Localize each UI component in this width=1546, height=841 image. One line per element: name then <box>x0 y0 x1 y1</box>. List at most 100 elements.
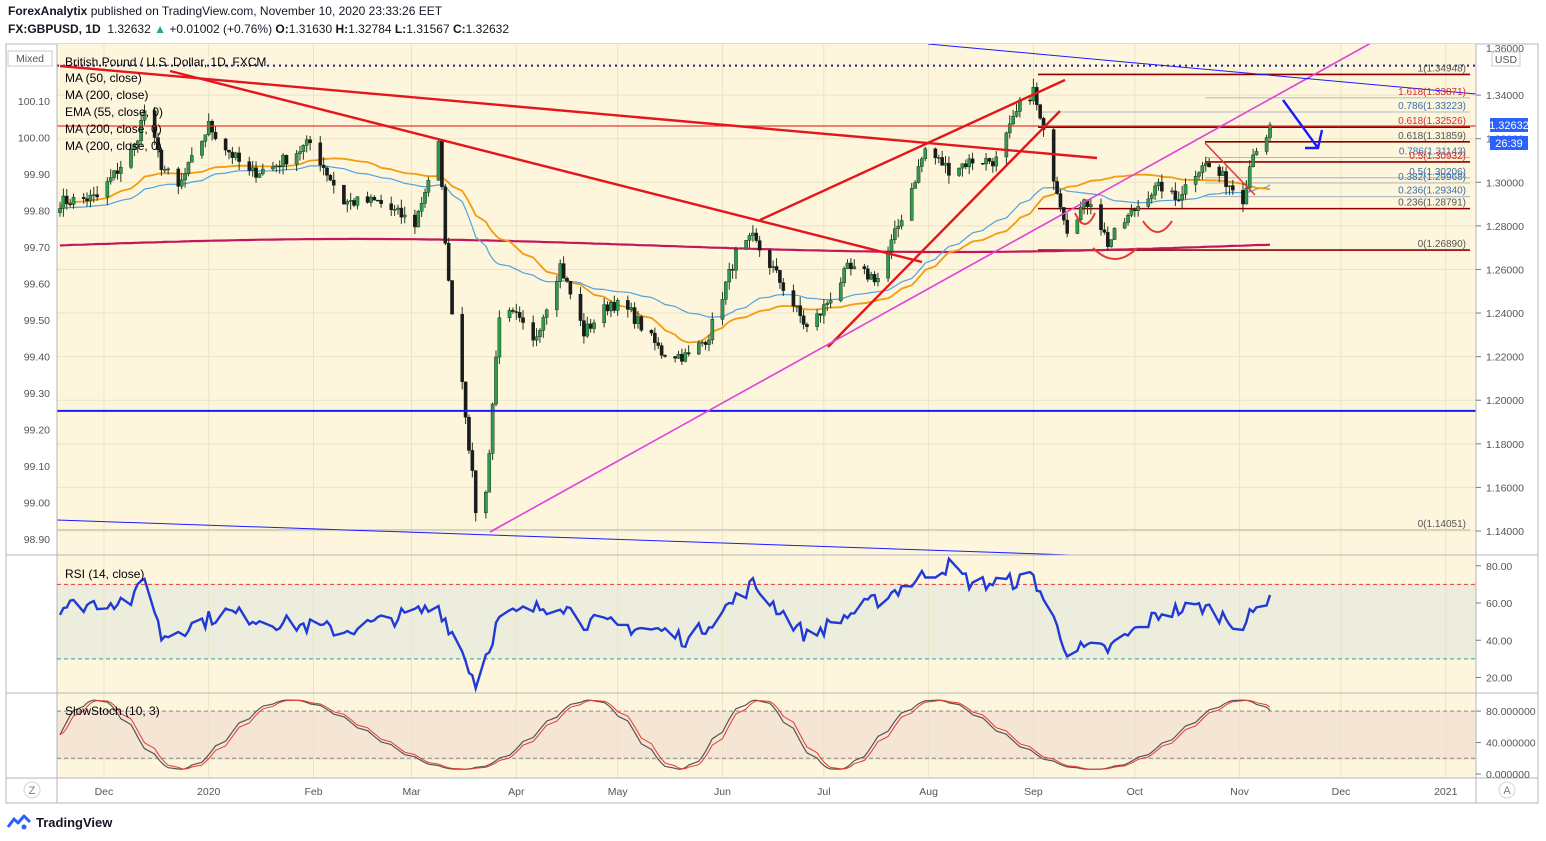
stoch-band <box>57 711 1476 760</box>
candle-body <box>1220 171 1225 176</box>
candle-body <box>815 313 819 327</box>
current-price-tag: 1.32632 26:39 <box>1489 118 1529 150</box>
candle-body <box>85 198 89 202</box>
head-arc <box>1092 247 1138 260</box>
fib-level-label: 0.236(1.29340) <box>1398 186 1466 197</box>
candle-body <box>781 282 786 291</box>
index-tick-label: 98.90 <box>24 534 50 546</box>
candle-body <box>757 240 762 251</box>
index-tick-label: 99.40 <box>24 352 50 364</box>
candle-body <box>751 232 755 236</box>
candle-body <box>247 161 252 171</box>
price-tick-label: 1.20000 <box>1486 395 1524 407</box>
footer-brand[interactable]: TradingView <box>36 814 113 830</box>
right-shoulder-arc <box>1142 220 1173 233</box>
ema55-path <box>59 165 1271 318</box>
candle-body <box>1136 206 1140 211</box>
time-tick-label: Jul <box>817 786 830 798</box>
candle-body <box>372 196 377 201</box>
time-tick-label: Apr <box>508 786 525 798</box>
candle-body <box>1170 190 1174 193</box>
candle-body <box>423 192 427 204</box>
candle-body <box>61 195 66 209</box>
price-tick-label: 1.34000 <box>1486 90 1524 102</box>
candle-body <box>284 154 289 165</box>
time-tick-label: Dec <box>95 786 114 798</box>
candle-body <box>1014 111 1019 117</box>
candle-body <box>1149 194 1154 200</box>
candle-body <box>91 194 96 196</box>
rsi-title: RSI (14, close) <box>65 567 144 581</box>
index-tick-label: 99.20 <box>24 425 50 437</box>
candle-body <box>1227 185 1232 187</box>
time-tick-label: Feb <box>304 786 322 798</box>
auto-button-frame <box>1498 781 1516 799</box>
candle-body <box>1133 209 1137 212</box>
candle-body <box>960 163 965 169</box>
candle-body <box>686 352 691 355</box>
auto-scale-button[interactable]: A <box>1503 785 1511 797</box>
time-axis[interactable]: Dec 2020 Feb Mar Apr May Jun Jul Aug Sep Oct Nov Dec… <box>95 786 1458 798</box>
candle-body <box>162 169 167 171</box>
candle-body <box>541 317 546 331</box>
ohlc-line: FX:GBPUSD, 1D 1.32632 ▲ +0.01002 (+0.76%… <box>8 22 509 36</box>
candle-body <box>615 300 620 311</box>
candle-body <box>636 316 640 324</box>
candle-body <box>129 149 133 168</box>
candle-body <box>352 200 356 206</box>
candle-body <box>318 142 323 166</box>
candle-body <box>984 158 988 165</box>
candle-body <box>916 166 921 183</box>
candle-body <box>95 194 99 198</box>
candle-body <box>460 314 465 383</box>
candle-body <box>446 243 451 281</box>
candle-body <box>419 203 424 212</box>
candle-body <box>183 173 187 181</box>
ma50-path <box>59 157 1271 344</box>
magenta-uptrend-line <box>489 44 1371 533</box>
index-axis-left[interactable]: 98.90 99.00 99.10 99.20 99.30 99.40 99.50 99.60… <box>18 96 50 546</box>
candle-body <box>402 214 407 218</box>
candle-body <box>514 311 519 313</box>
trendline-drawings <box>57 44 1476 555</box>
candle-body <box>683 352 688 362</box>
legend-ma200-c: MA (200, close, 0) <box>65 139 162 153</box>
candle-body <box>1058 193 1063 208</box>
rsi-grid <box>57 583 1476 660</box>
candle-body <box>487 453 492 493</box>
candle-body <box>1244 187 1249 205</box>
price-change: +0.01002 (+0.76%) <box>169 22 273 36</box>
candle-body <box>663 355 667 357</box>
index-tick-label: 99.60 <box>24 279 50 291</box>
candle-body <box>71 197 76 205</box>
candle-body <box>838 282 843 301</box>
candle-body <box>653 332 657 343</box>
candle-body <box>534 336 539 341</box>
candle-body <box>108 177 113 182</box>
time-tick-label: Jun <box>714 786 731 798</box>
candle-body <box>649 330 654 334</box>
candle-body <box>139 120 143 142</box>
low-value: 1.31567 <box>406 22 450 36</box>
price-tick-label: 1.18000 <box>1486 439 1524 451</box>
currency-label: USD <box>1495 54 1518 66</box>
candle-body <box>1254 151 1259 156</box>
price-pane[interactable] <box>57 44 1476 555</box>
candle-body <box>771 266 775 268</box>
price-tick-label: 1.22000 <box>1486 352 1524 364</box>
candle-body <box>1102 229 1107 233</box>
candle-body <box>230 151 235 158</box>
publisher-name[interactable]: ForexAnalytix <box>8 4 88 18</box>
candle-body <box>237 152 241 162</box>
stoch-k-path <box>59 699 1271 770</box>
candle-body <box>967 158 971 168</box>
z-button[interactable]: Z <box>29 785 36 797</box>
candle-body <box>450 280 454 315</box>
price-tick-label: 1.30000 <box>1486 177 1524 189</box>
candle-body <box>467 417 471 451</box>
candle-body <box>869 274 873 280</box>
candle-body <box>223 138 228 151</box>
candle-body <box>1176 199 1181 201</box>
fib-level-label: 0.236(1.28791) <box>1398 198 1466 209</box>
